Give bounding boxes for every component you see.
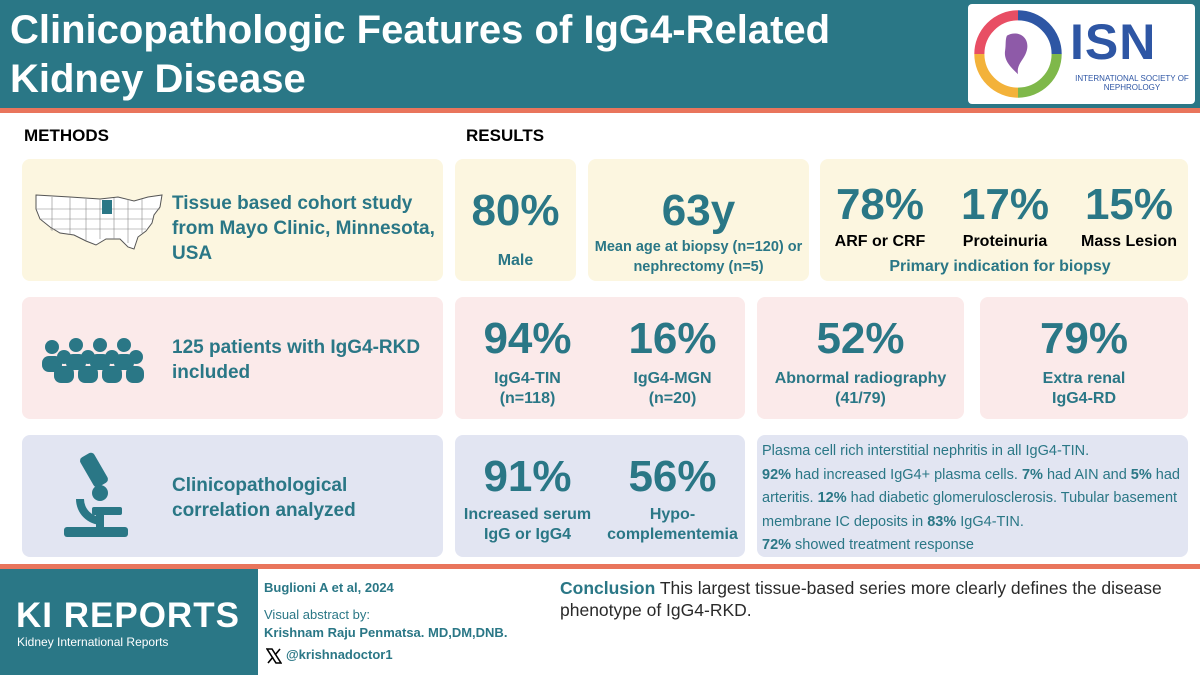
result-age-value: 63y <box>661 186 736 235</box>
pathology-text-5: IgG4-TIN. <box>956 513 1024 530</box>
page-title: Clinicopathologic Features of IgG4-Relat… <box>10 8 831 101</box>
result-radiography-value: 52% <box>816 314 905 363</box>
methods-study-box: Tissue based cohort study from Mayo Clin… <box>22 159 443 281</box>
result-lab-box: 91% Increased serum IgG or IgG4 56% Hypo… <box>455 435 745 557</box>
methods-heading: METHODS <box>24 126 109 145</box>
result-serum-label2: IgG or IgG4 <box>483 526 572 543</box>
result-mgn-label: IgG4-MGN <box>633 370 712 387</box>
pathology-pct-6: 72% <box>762 537 792 553</box>
result-extrarenal-label2: IgG4-RD <box>1052 390 1116 407</box>
us-map-icon <box>35 194 163 250</box>
isn-logo-icon <box>974 10 1062 98</box>
result-tin-n: (n=118) <box>499 390 556 407</box>
pathology-text-4: had diabetic glomerulosclerosis. Tubular… <box>762 490 1178 530</box>
header-banner: Clinicopathologic Features of IgG4-Relat… <box>0 0 1200 110</box>
methods-correlation-box: Clinicopathological correlation analyzed <box>22 435 443 557</box>
pathology-text-3: had arteritis. <box>762 466 1180 507</box>
result-age-box: 63y Mean age at biopsy (n=120) or nephre… <box>588 159 809 281</box>
result-indication-1-label: ARF or CRF <box>834 233 926 250</box>
result-radiography-n: (41/79) <box>835 390 886 407</box>
isn-logo-text: ISN <box>1070 14 1157 70</box>
pathology-text-6: showed treatment response <box>791 537 974 553</box>
result-indication-2-value: 17% <box>960 180 1050 229</box>
result-mgn-n: (n=20) <box>648 390 697 407</box>
result-hypo-label2: complementemia <box>607 526 738 543</box>
result-radiography-box: 52% Abnormal radiography (41/79) <box>757 297 964 419</box>
conclusion-heading: Conclusion <box>560 578 656 598</box>
result-hypo-value: 56% <box>628 452 717 501</box>
result-hypo-label: Hypo- <box>649 506 696 523</box>
result-mgn-value: 16% <box>628 314 717 363</box>
ki-reports-logo: KI REPORTS Kidney International Reports <box>0 569 258 675</box>
result-male-value: 80% <box>471 186 560 235</box>
result-age-label: Mean age at biopsy (n=120) or nephrectom… <box>594 239 803 275</box>
result-pathology-text: Plasma cell rich interstitial nephritis … <box>762 440 1182 558</box>
result-extrarenal-box: 79% Extra renal IgG4-RD <box>980 297 1188 419</box>
people-group-icon <box>42 338 144 383</box>
result-male-label: Male <box>497 252 534 269</box>
result-histology-box: 94% IgG4-TIN (n=118) 16% IgG4-MGN (n=20) <box>455 297 745 419</box>
result-tin-value: 94% <box>483 314 572 363</box>
ki-reports-subtitle: Kidney International Reports <box>17 635 169 649</box>
result-serum-value: 91% <box>483 452 572 501</box>
microscope-icon <box>64 452 128 537</box>
pathology-text-1: had increased IgG4+ plasma cells. <box>791 466 1022 483</box>
result-indication-1-value: 78% <box>835 180 925 229</box>
citation: Buglioni A et al, 2024 <box>264 580 394 595</box>
methods-correlation-text: Clinicopathological correlation analyzed <box>172 475 356 521</box>
author-name: Krishnam Raju Penmatsa. MD,DM,DNB. <box>264 625 508 640</box>
result-indication-3-value: 15% <box>1084 180 1174 229</box>
header-divider <box>0 108 1200 113</box>
result-indication-caption: Primary indication for biopsy <box>889 258 1111 275</box>
pathology-pct-1: 92% <box>762 466 792 483</box>
result-indication-3-label: Mass Lesion <box>1080 233 1178 250</box>
isn-logo: ISN INTERNATIONAL SOCIETY OF NEPHROLOGY <box>968 4 1195 104</box>
result-male-box: 80% Male <box>455 159 576 281</box>
result-extrarenal-value: 79% <box>1039 314 1129 363</box>
methods-patients-text: 125 patients with IgG4-RKD included <box>172 337 421 383</box>
isn-logo-subtitle: INTERNATIONAL SOCIETY OF NEPHROLOGY <box>1075 74 1189 92</box>
result-serum-label: Increased serum <box>463 506 592 523</box>
result-indication-box: 78% ARF or CRF 17% Proteinuria 15% Mass … <box>820 159 1188 281</box>
result-extrarenal-label: Extra renal <box>1042 370 1126 387</box>
footer-divider <box>0 564 1200 569</box>
conclusion: Conclusion This largest tissue-based ser… <box>560 577 1190 621</box>
author-handle-link[interactable]: @krishnadoctor1 <box>286 647 393 662</box>
pathology-intro: Plasma cell rich interstitial nephritis … <box>762 443 1090 459</box>
pathology-text-2: had AIN and <box>1042 466 1131 483</box>
conclusion-text: This largest tissue-based series more cl… <box>560 578 1162 620</box>
result-pathology-box <box>757 435 1188 557</box>
pathology-pct-2: 7% <box>1021 466 1043 483</box>
x-logo-icon <box>266 648 282 664</box>
methods-study-text: Tissue based cohort study from Mayo Clin… <box>172 193 435 264</box>
result-indication-2-label: Proteinuria <box>962 233 1048 250</box>
result-tin-label: IgG4-TIN <box>494 370 561 387</box>
ki-reports-title: KI REPORTS <box>16 596 240 635</box>
methods-patients-box: 125 patients with IgG4-RKD included <box>22 297 443 419</box>
pathology-pct-3: 5% <box>1130 466 1152 483</box>
pathology-pct-5: 83% <box>927 513 957 530</box>
visual-abstract-label: Visual abstract by: <box>264 607 370 622</box>
pathology-pct-4: 12% <box>817 490 847 506</box>
result-radiography-label: Abnormal radiography <box>774 370 947 387</box>
results-heading: RESULTS <box>466 126 545 145</box>
